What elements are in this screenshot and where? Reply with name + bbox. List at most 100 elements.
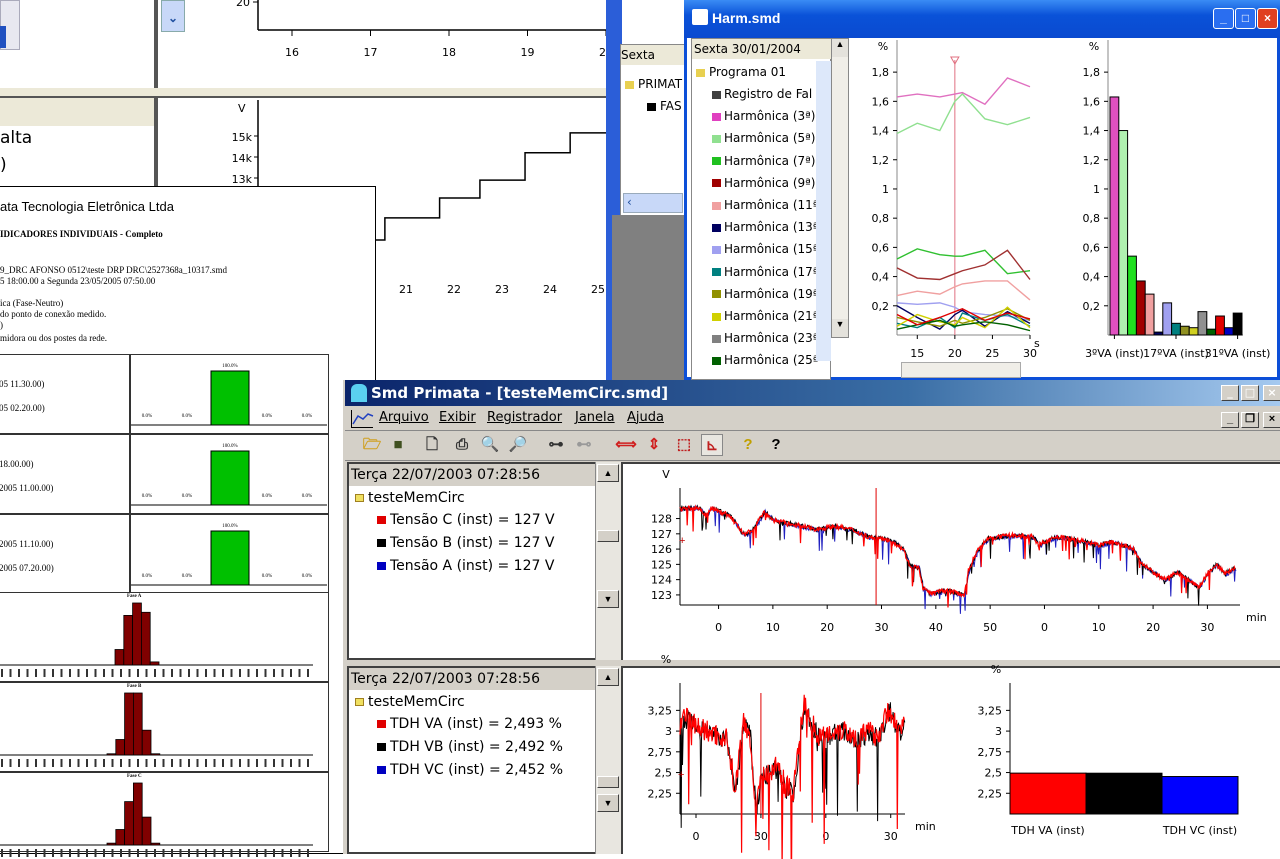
tree-item-harmonic[interactable]: Harmônica (7ª): [712, 154, 816, 168]
tick-label: [26, 849, 29, 857]
tick-label: [213, 759, 216, 767]
tree-item-harmonic[interactable]: Harmônica (19ª: [712, 287, 818, 301]
harmonics-bar-chart: 0,2 0,4 0,6 0,8 1 1,2 1,4 1,6 1,8% 3ºVA (inst) 17º…: [1083, 40, 1270, 360]
disconnect-button[interactable]: ⊷: [573, 434, 595, 456]
help-button[interactable]: ?: [737, 434, 759, 456]
tree-item-harmonic[interactable]: Harmônica (17ª: [712, 265, 818, 279]
zoom-vertical-button[interactable]: ⇕: [643, 434, 665, 456]
menu-janela[interactable]: Janela: [575, 410, 615, 425]
scroll-up-button[interactable]: ▲: [597, 668, 619, 686]
harmonic-bar: [1215, 315, 1225, 336]
window-border: [606, 0, 612, 380]
connect-button[interactable]: ⊶: [545, 434, 567, 456]
cursor-marker[interactable]: [949, 56, 960, 66]
child-close-button[interactable]: ×: [1263, 412, 1280, 428]
histogram-bar: [210, 530, 250, 586]
child-restore-button[interactable]: ❐: [1241, 412, 1259, 428]
tree-item-harmonic[interactable]: Harmônica (3ª): [712, 109, 816, 123]
save-button[interactable]: ■: [387, 434, 409, 456]
tree-item-harmonic[interactable]: Harmônica (21ª: [712, 309, 818, 323]
scroll-thumb[interactable]: [597, 530, 619, 542]
scroll-down-button[interactable]: ▼: [597, 794, 619, 812]
tree-item-channel[interactable]: Tensão C (inst) = 127 V: [377, 512, 555, 528]
tree-item[interactable]: PRIMAT: [625, 77, 682, 91]
close-button[interactable]: ×: [1263, 385, 1280, 401]
chart-horizontal-scrollbar[interactable]: [901, 362, 1021, 378]
minimize-button[interactable]: _: [1221, 385, 1239, 401]
maximize-button[interactable]: □: [1235, 8, 1256, 29]
child-minimize-button[interactable]: _: [1221, 412, 1239, 428]
tree-item[interactable]: FAS: [647, 99, 682, 113]
tree-item-harmonic[interactable]: Harmônica (11ª: [712, 198, 818, 212]
tree-item-label: Tensão B (inst) = 127 V: [390, 535, 555, 551]
print-preview-button[interactable]: 🔍: [479, 434, 501, 456]
lower-vertical-scrollbar[interactable]: ▲ ▼: [595, 666, 621, 854]
context-help-button[interactable]: ?: [765, 434, 787, 456]
harmonic-bar: [1223, 327, 1234, 336]
menu-arquivo[interactable]: Arquivo: [379, 410, 429, 425]
tree-item-channel[interactable]: TDH VA (inst) = 2,493 %: [377, 716, 562, 732]
thd-bar: [1161, 776, 1239, 815]
tree-item-root[interactable]: testeMemCirc: [355, 694, 465, 710]
tree-item-harmonic[interactable]: Harmônica (13ª: [712, 220, 818, 234]
report-file: 9_DRC AFONSO 0512\teste DRP DRC\2527368a…: [0, 265, 227, 275]
tick-label: [205, 849, 207, 857]
folder-icon: [355, 698, 364, 706]
menu-exibir[interactable]: Exibir: [439, 410, 476, 425]
tree-item-channel[interactable]: TDH VB (inst) = 2,492 %: [377, 739, 563, 755]
tree-vertical-scrollbar[interactable]: [816, 61, 831, 361]
thd-bar: [1085, 772, 1163, 815]
zoom-horizontal-button[interactable]: ⟺: [615, 434, 637, 456]
tick-label: [230, 849, 233, 857]
scroll-thumb[interactable]: [597, 776, 619, 788]
minimize-button[interactable]: _: [1213, 8, 1234, 29]
chart-vertical-scrollbar[interactable]: ▲ ▼: [831, 38, 849, 338]
x-tick-label: 21: [399, 283, 413, 296]
scroll-up-button[interactable]: ▲: [832, 39, 848, 57]
scroll-up-button[interactable]: ▲: [597, 464, 619, 482]
menu-registrador[interactable]: Registrador: [487, 410, 563, 425]
tree-item-harmonic[interactable]: Harmônica (23ª: [712, 331, 818, 345]
new-report-button[interactable]: 🗋: [421, 434, 443, 456]
tree-item-root[interactable]: testeMemCirc: [355, 490, 465, 506]
tree-item-harmonic[interactable]: Harmônica (15ª: [712, 242, 818, 256]
histogram-bar: [141, 816, 152, 846]
horizontal-scrollbar[interactable]: ‹: [623, 193, 683, 213]
document-chart-icon[interactable]: [351, 410, 374, 428]
title-bar[interactable]: Harm.smd _ □ ×: [684, 0, 1280, 38]
zoom-preview-button[interactable]: 🔎: [507, 434, 529, 456]
tick-label: [298, 669, 301, 677]
tree-item-channel[interactable]: TDH VC (inst) = 2,452 %: [377, 762, 563, 778]
scroll-down-button[interactable]: ⌄: [161, 0, 185, 32]
open-folder-button[interactable]: 🗁: [361, 434, 383, 456]
horizontal-splitter[interactable]: [0, 88, 612, 98]
row-start-time: 05 11.30.00): [0, 379, 45, 389]
tree-item-label: Tensão C (inst) = 127 V: [390, 512, 555, 528]
title-bar[interactable]: Smd Primata - [testeMemCirc.smd] _ □ ×: [345, 380, 1280, 406]
zoom-area-button[interactable]: ⬚: [673, 434, 695, 456]
menu-ajuda[interactable]: Ajuda: [627, 410, 664, 425]
chart-icon: [712, 134, 721, 143]
maximize-button[interactable]: □: [1241, 385, 1259, 401]
tree-item-harmonic[interactable]: Harmônica (9ª): [712, 176, 816, 190]
tick-label: [77, 669, 80, 677]
upper-vertical-scrollbar[interactable]: ▲ ▼: [595, 462, 621, 660]
tree-item-harmonic[interactable]: Harmônica (5ª): [712, 131, 816, 145]
bar-label: 0.0%: [182, 574, 192, 579]
tree-item-channel[interactable]: Tensão B (inst) = 127 V: [377, 535, 554, 551]
cursor-button[interactable]: ⊾: [701, 434, 723, 456]
tree-item-root[interactable]: Programa 01: [696, 65, 786, 79]
scroll-down-button[interactable]: ▼: [832, 319, 848, 337]
bar-label: 0.0%: [302, 494, 312, 499]
cursor-icon: ⊾: [705, 437, 719, 454]
scroll-down-button[interactable]: ▼: [597, 590, 619, 608]
y-tick-label: 15k: [232, 131, 253, 144]
tree-item-harmonic[interactable]: Registro de Fal: [712, 87, 812, 101]
tree-item-channel[interactable]: Tensão A (inst) = 127 V: [377, 558, 554, 574]
tree-item-harmonic[interactable]: Harmônica (25ª: [712, 353, 818, 367]
print-button[interactable]: ⎙: [451, 434, 473, 456]
vertical-splitter[interactable]: [154, 0, 158, 88]
tick-label: [128, 849, 131, 857]
histogram-bar: [115, 829, 126, 846]
close-button[interactable]: ×: [1257, 8, 1278, 29]
